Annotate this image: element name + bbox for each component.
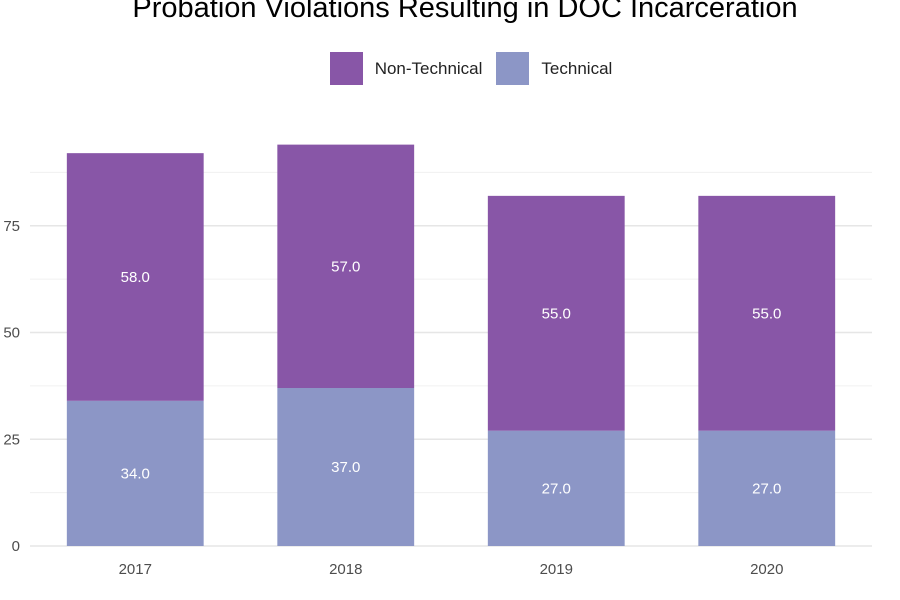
bar-label-non-technical-2019: 55.0 bbox=[542, 305, 571, 322]
bar-label-technical-2019: 27.0 bbox=[542, 480, 571, 497]
x-tick-label-2020: 2020 bbox=[750, 561, 783, 578]
legend-item-non-technical: Non-Technical bbox=[329, 52, 483, 85]
legend-item-technical: Technical bbox=[496, 52, 612, 85]
bar-technical-2017 bbox=[66, 400, 204, 546]
bar-label-non-technical-2017: 58.0 bbox=[121, 269, 150, 286]
legend-label-technical: Technical bbox=[541, 58, 613, 78]
x-tick-label-2019: 2019 bbox=[540, 561, 573, 578]
bar-technical-2019 bbox=[487, 430, 625, 546]
bar-non-technical-2018 bbox=[277, 144, 415, 389]
bar-label-technical-2017: 34.0 bbox=[121, 465, 150, 482]
bar-non-technical-2019 bbox=[487, 195, 625, 431]
legend: Non-Technical Technical bbox=[0, 52, 900, 85]
bar-technical-2020 bbox=[698, 430, 836, 546]
x-tick-label-2018: 2018 bbox=[329, 561, 362, 578]
bar-label-non-technical-2020: 55.0 bbox=[752, 305, 781, 322]
bar-label-technical-2020: 27.0 bbox=[752, 480, 781, 497]
bar-non-technical-2017 bbox=[66, 153, 204, 401]
y-tick-label: 0 bbox=[12, 538, 20, 555]
bar-label-technical-2018: 37.0 bbox=[331, 459, 360, 476]
bar-label-non-technical-2018: 57.0 bbox=[331, 258, 360, 275]
y-tick-label: 50 bbox=[3, 325, 20, 342]
x-tick-label-2017: 2017 bbox=[119, 561, 152, 578]
legend-swatch-non-technical bbox=[329, 52, 363, 85]
chart-title: Probation Violations Resulting in DOC In… bbox=[132, 0, 798, 24]
y-tick-label: 25 bbox=[3, 431, 20, 448]
legend-label-non-technical: Non-Technical bbox=[374, 58, 483, 78]
legend-swatch-technical bbox=[496, 52, 530, 85]
bar-technical-2018 bbox=[277, 388, 415, 546]
y-tick-label: 75 bbox=[3, 218, 20, 235]
bar-non-technical-2020 bbox=[698, 195, 836, 431]
